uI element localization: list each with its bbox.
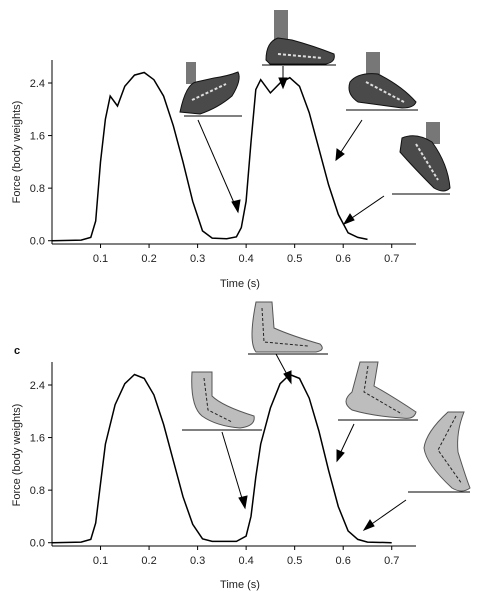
y-tick-label: 2.4 [30, 380, 45, 392]
arrowhead [362, 519, 375, 532]
force-curve-line [51, 71, 368, 242]
barefoot-midstance-photo [248, 301, 328, 355]
barefoot-heel-off-photo [338, 361, 418, 421]
x-tick-label: 0.4 [238, 253, 253, 265]
x-tick-label: 0.6 [336, 555, 351, 567]
arrowhead [335, 148, 345, 162]
x-tick-label: 0.7 [384, 253, 399, 265]
arrowhead [231, 199, 241, 214]
x-tick-label: 0.2 [141, 253, 156, 265]
x-tick-label: 0.3 [190, 253, 205, 265]
x-tick-label: 0.4 [238, 555, 253, 567]
y-tick-label: 1.6 [30, 433, 45, 445]
y-tick-label: 0.8 [30, 485, 45, 497]
arrowhead [342, 213, 355, 226]
barefoot-forefoot-strike-photo [182, 371, 262, 431]
arrow-markers [197, 66, 385, 226]
panel-barefoot: c 0.0 0.8 1.6 2.4 0.1 0.2 0.3 0.4 0.5 0.6 0.7 Tim… [11, 301, 471, 591]
shod-heel-off-photo [346, 52, 418, 111]
y-tick-label: 2.4 [30, 78, 45, 90]
barefoot-toe-off-photo [408, 411, 471, 493]
y-tick-label: 0.0 [30, 236, 45, 248]
x-ticks: 0.1 0.2 0.3 0.4 0.5 0.6 0.7 [93, 244, 399, 265]
shod-heel-strike-photo [179, 62, 242, 117]
arrowhead [238, 495, 248, 510]
y-axis-label: Force (body weights) [11, 404, 23, 507]
x-axis-label: Time (s) [220, 579, 260, 591]
x-axis-label: Time (s) [220, 278, 260, 290]
x-tick-label: 0.5 [287, 555, 302, 567]
x-tick-label: 0.5 [287, 253, 302, 265]
panel-shod: 0.0 0.8 1.6 2.4 0.1 0.2 0.3 0.4 0.5 0.6 0.7 Time … [11, 10, 451, 290]
x-tick-label: 0.6 [336, 253, 351, 265]
arrowhead [278, 77, 288, 90]
x-ticks: 0.1 0.2 0.3 0.4 0.5 0.6 0.7 [93, 546, 399, 567]
y-ticks: 0.0 0.8 1.6 2.4 [30, 78, 52, 248]
arrowhead [336, 449, 345, 463]
y-tick-label: 0.0 [30, 538, 45, 550]
y-tick-label: 1.6 [30, 131, 45, 143]
y-tick-label: 0.8 [30, 183, 45, 195]
arrow-markers [221, 353, 407, 532]
arrowhead [283, 370, 292, 385]
y-axis-label: Force (body weights) [11, 101, 23, 204]
x-tick-label: 0.3 [190, 555, 205, 567]
arrow [221, 431, 245, 506]
y-ticks: 0.0 0.8 1.6 2.4 [30, 380, 52, 550]
x-tick-label: 0.7 [384, 555, 399, 567]
arrow [197, 119, 239, 213]
x-tick-label: 0.1 [93, 253, 108, 265]
shod-midstance-photo [262, 10, 336, 66]
shod-toe-off-photo [392, 122, 451, 195]
x-tick-label: 0.1 [93, 555, 108, 567]
x-tick-label: 0.2 [141, 555, 156, 567]
force-curve-line [51, 373, 392, 544]
panel-label: c [14, 345, 20, 357]
